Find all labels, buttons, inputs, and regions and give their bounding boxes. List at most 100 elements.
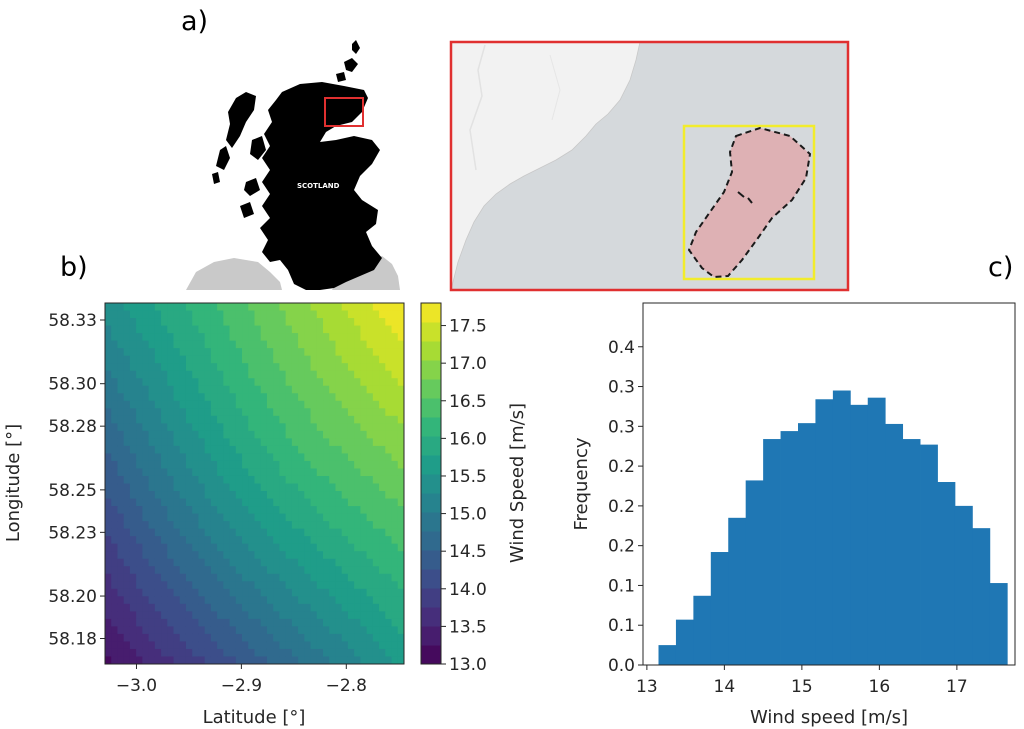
- heatmap-cell: [111, 400, 119, 409]
- heatmap-cell: [360, 626, 368, 635]
- heatmap-cell: [173, 596, 181, 605]
- heatmap-cell: [111, 498, 119, 507]
- heatmap-cell: [360, 648, 368, 658]
- heatmap-cell: [347, 498, 355, 507]
- heatmap-cell: [366, 551, 374, 560]
- heatmap-cell: [360, 506, 368, 515]
- heatmap-cell: [248, 618, 256, 627]
- heatmap-cell: [229, 611, 237, 620]
- heatmap-cell: [223, 603, 231, 612]
- heatmap-cell: [185, 318, 193, 327]
- heatmap-cell: [223, 558, 231, 567]
- heatmap-cell: [235, 355, 243, 364]
- heatmap-cell: [273, 355, 281, 364]
- heatmap-cell: [291, 626, 299, 635]
- heatmap-cell: [310, 423, 318, 432]
- histogram-bar: [780, 431, 799, 665]
- heatmap-cell: [136, 408, 143, 417]
- heatmap-cell: [366, 430, 374, 439]
- heatmap-cell: [198, 475, 206, 485]
- histogram-ytick-label: 0.3: [608, 417, 635, 437]
- heatmap-cell: [179, 378, 187, 387]
- heatmap-cell: [217, 506, 224, 515]
- heatmap-cell: [148, 618, 156, 627]
- heatmap-cell: [161, 483, 168, 492]
- heatmap-cell: [397, 355, 404, 364]
- heatmap-cell: [117, 633, 125, 643]
- heatmap-cell: [223, 438, 231, 447]
- heatmap-cell: [192, 445, 200, 455]
- heatmap-cell: [117, 521, 125, 530]
- heatmap-cell: [266, 408, 274, 417]
- heatmap-cell: [291, 408, 299, 417]
- heatmap-cell: [285, 641, 293, 650]
- heatmap-cell: [105, 611, 112, 620]
- heatmap-cell: [266, 423, 274, 432]
- heatmap-cell: [217, 536, 224, 545]
- heatmap-cell: [379, 543, 386, 552]
- heatmap-cell: [242, 573, 249, 582]
- heatmap-cell: [329, 611, 337, 620]
- heatmap-cell: [192, 656, 200, 664]
- heatmap-cell: [129, 430, 137, 439]
- heatmap-cell: [323, 498, 330, 507]
- heatmap-cell: [123, 528, 131, 537]
- heatmap-cell: [123, 551, 131, 560]
- heatmap-cell: [285, 566, 293, 575]
- heatmap-cell: [260, 641, 268, 650]
- heatmap-cell: [210, 528, 218, 537]
- heatmap-cell: [167, 438, 175, 447]
- heatmap-cell: [136, 618, 143, 627]
- heatmap-cell: [185, 438, 193, 447]
- heatmap-cell: [198, 325, 206, 334]
- heatmap-cell: [229, 656, 237, 664]
- heatmap-cell: [310, 581, 318, 590]
- heatmap-cell: [397, 393, 404, 402]
- heatmap-cell: [185, 618, 193, 627]
- heatmap-cell: [260, 483, 268, 492]
- heatmap-cell: [142, 385, 150, 394]
- heatmap-cell: [173, 633, 181, 643]
- heatmap-cell: [192, 453, 200, 462]
- heatmap-cell: [136, 483, 143, 492]
- heatmap-cell: [323, 423, 330, 432]
- heatmap-cell: [111, 596, 119, 605]
- heatmap-cell: [136, 633, 143, 643]
- heatmap-cell: [385, 453, 393, 462]
- heatmap-cell: [167, 363, 175, 372]
- heatmap-cell: [285, 648, 293, 658]
- heatmap-cell: [148, 528, 156, 537]
- heatmap-cell: [360, 453, 368, 462]
- heatmap-cell: [354, 310, 361, 319]
- heatmap-cell: [154, 558, 162, 567]
- heatmap-cell: [291, 325, 299, 334]
- heatmap-cell: [316, 363, 324, 372]
- heatmap-cell: [185, 536, 193, 545]
- heatmap-cell: [136, 445, 143, 455]
- heatmap-cell: [291, 445, 299, 455]
- heatmap-cell: [117, 445, 125, 455]
- heatmap-cell: [204, 536, 212, 545]
- heatmap-cell: [229, 325, 237, 334]
- heatmap-cell: [217, 483, 224, 492]
- heatmap-cell: [279, 551, 287, 560]
- heatmap-cell: [142, 656, 150, 664]
- heatmap-cell: [260, 566, 268, 575]
- heatmap-cell: [167, 348, 175, 357]
- heatmap-cell: [397, 506, 404, 515]
- heatmap-cell: [204, 566, 212, 575]
- heatmap-cell: [397, 423, 404, 432]
- heatmap-cell: [136, 626, 143, 635]
- heatmap-cell: [235, 408, 243, 417]
- heatmap-cell: [148, 348, 156, 357]
- heatmap-cell: [341, 483, 349, 492]
- heatmap-cell: [235, 333, 243, 342]
- heatmap-cell: [316, 588, 324, 597]
- heatmap-cell: [117, 491, 125, 500]
- heatmap-cell: [323, 438, 330, 447]
- heatmap-cell: [129, 355, 137, 364]
- histogram-bar: [850, 404, 869, 665]
- heatmap-cell: [273, 453, 281, 462]
- heatmap-cell: [248, 611, 256, 620]
- heatmap-cell: [329, 513, 337, 522]
